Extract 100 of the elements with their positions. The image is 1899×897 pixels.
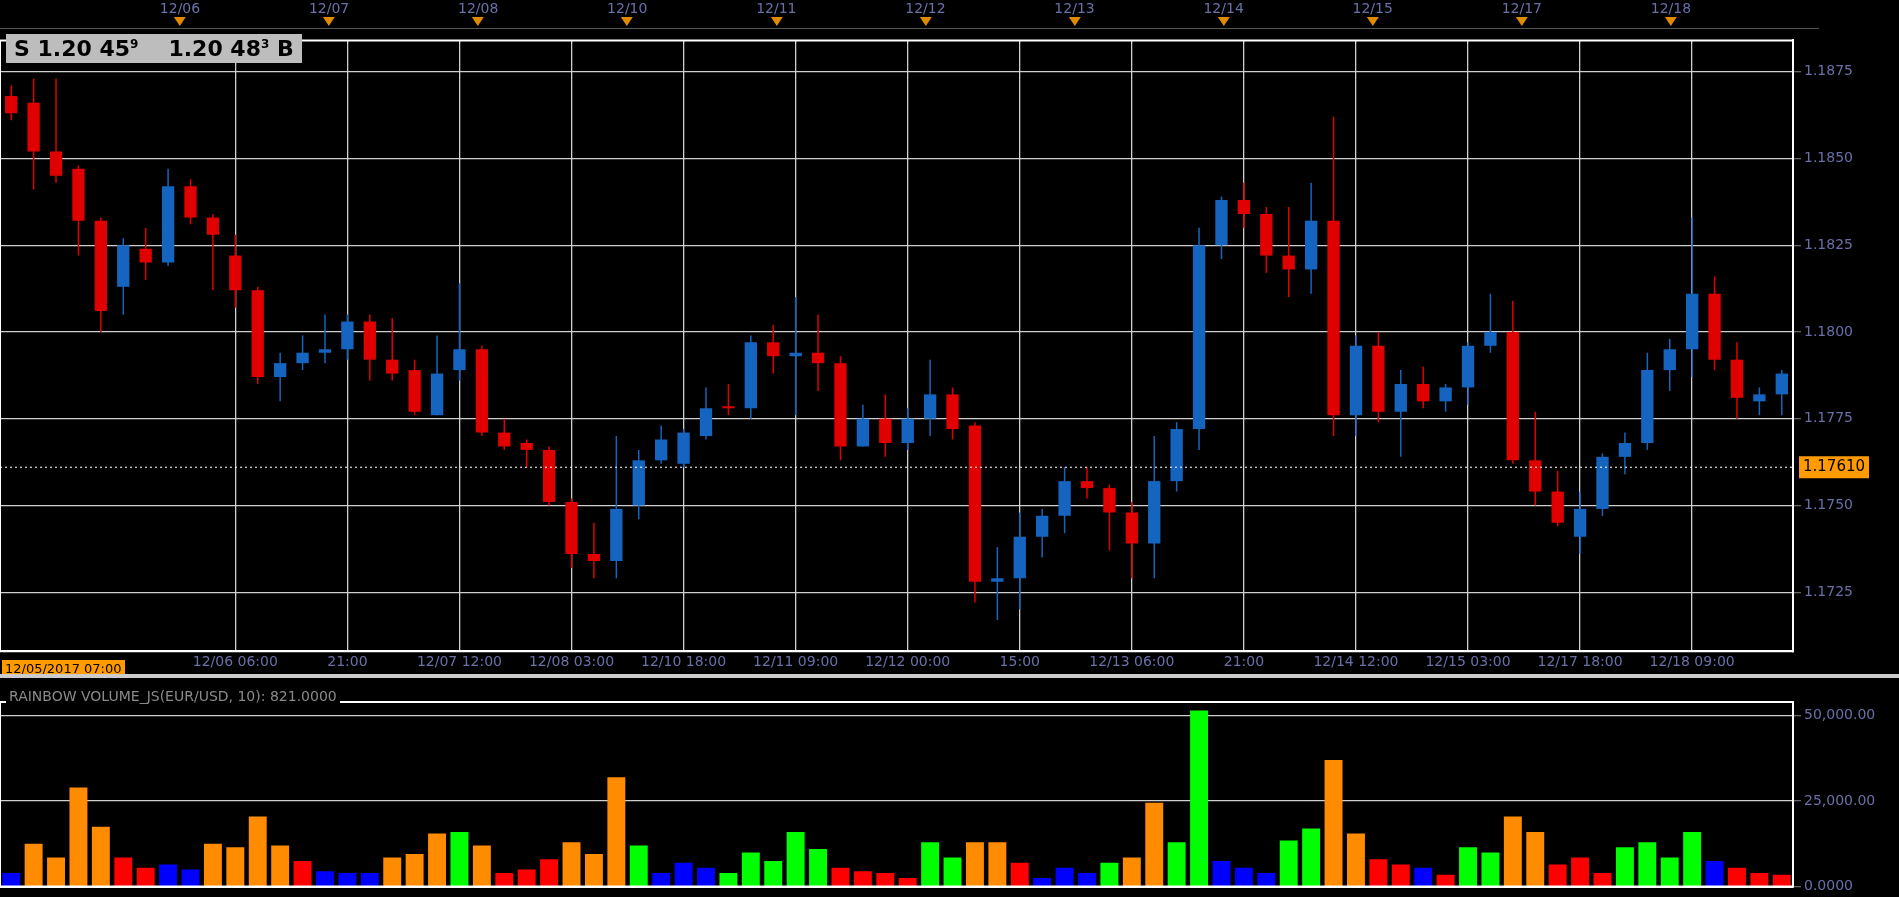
- x-tick-label: 12/10 18:00: [641, 653, 727, 670]
- bar: [1324, 760, 1343, 886]
- candlestick: [767, 324, 780, 375]
- bar: [203, 843, 222, 886]
- x-tick-label: 12/07 12:00: [416, 653, 503, 670]
- bar: [450, 831, 469, 886]
- y-tick-label: 25,000.00: [1804, 791, 1876, 808]
- bar: [226, 847, 245, 886]
- bar: [697, 867, 715, 886]
- bar: [293, 860, 312, 886]
- bar: [965, 842, 984, 886]
- bar: [1436, 874, 1455, 886]
- bar: [1414, 867, 1433, 886]
- text: 12/15: [1352, 0, 1393, 16]
- bar: [1257, 872, 1276, 886]
- bar: [248, 816, 267, 886]
- bar: [69, 787, 88, 886]
- chart-title: RAINBOW VOLUME_JS(EUR/USD, 10): 821.0000: [6, 688, 340, 704]
- candlestick: [1753, 386, 1766, 416]
- text: 12/12: [905, 0, 946, 16]
- bar: [1660, 857, 1679, 886]
- x-tick-label: 12/11 09:00: [753, 653, 839, 670]
- bar: [1010, 862, 1029, 886]
- candlestick: [1484, 292, 1497, 354]
- bar: [719, 872, 738, 886]
- bar: [674, 862, 693, 886]
- y-tick-label: 0.0000: [1804, 877, 1853, 894]
- y-tick-label: 1.1850: [1804, 149, 1853, 166]
- bar: [562, 842, 581, 886]
- bar: [159, 864, 178, 886]
- y-tick-label: 1.1875: [1804, 62, 1853, 79]
- bar: [472, 845, 491, 886]
- y-tick-label: 1.1750: [1804, 496, 1853, 513]
- candlestick: [655, 424, 668, 465]
- candlestick: [1080, 466, 1094, 500]
- bar: [629, 845, 648, 886]
- bar: [136, 867, 155, 886]
- bar: [876, 872, 895, 886]
- text: 12/13: [1054, 0, 1095, 16]
- candlestick: [206, 213, 220, 292]
- bar: [1212, 860, 1231, 886]
- candlestick: [1618, 431, 1632, 475]
- bar: [764, 860, 783, 886]
- bar: [1548, 864, 1567, 886]
- candlestick: [991, 546, 1004, 621]
- bar: [607, 777, 626, 886]
- candlestick: [1417, 365, 1430, 410]
- bar: [1571, 857, 1590, 886]
- bar: [1346, 833, 1365, 886]
- bar: [1234, 867, 1253, 886]
- bar: [1279, 840, 1298, 886]
- x-tick-label: 15:00: [999, 653, 1040, 670]
- text: 12/05/2017 07:00: [2, 660, 125, 678]
- candlestick: [722, 383, 735, 416]
- bar: [943, 857, 962, 886]
- y-tick-label: 50,000.00: [1804, 706, 1876, 723]
- bar: [316, 871, 334, 886]
- bar: [1055, 867, 1074, 886]
- text: 12/08: [457, 0, 499, 16]
- candlestick: [1775, 369, 1788, 416]
- candlestick: [1282, 206, 1295, 298]
- candlestick: [1036, 508, 1049, 559]
- bar: [338, 872, 357, 886]
- y-tick-label: 1.1800: [1804, 322, 1853, 339]
- bar: [1302, 828, 1321, 886]
- bar: [271, 845, 290, 886]
- candlestick: [1237, 181, 1251, 229]
- bar: [584, 854, 603, 886]
- bar: [1772, 874, 1791, 886]
- bar: [114, 857, 133, 886]
- bar: [517, 869, 536, 886]
- bar: [898, 878, 917, 886]
- bar: [1638, 842, 1657, 886]
- bar: [428, 833, 447, 886]
- bar: [2, 872, 21, 886]
- bar: [1459, 847, 1477, 886]
- candlestick: [1663, 338, 1676, 392]
- text: 12/11: [756, 0, 797, 16]
- x-tick-label: 12/18 09:00: [1649, 653, 1735, 670]
- bar: [91, 826, 110, 886]
- bar: [1033, 878, 1052, 886]
- bar: [853, 871, 872, 886]
- candlestick: [453, 282, 466, 382]
- bar: [360, 872, 379, 886]
- candlestick: [789, 296, 802, 416]
- bar: [1503, 816, 1522, 886]
- y-tick-label: 1.1775: [1804, 409, 1853, 426]
- x-tick-label: 21:00: [1223, 653, 1265, 670]
- candlestick: [273, 351, 287, 403]
- bar: [1683, 831, 1702, 886]
- bar: [652, 872, 671, 886]
- bar: [921, 842, 940, 886]
- text: 12/14: [1203, 0, 1244, 16]
- bar: [1481, 852, 1500, 886]
- bar: [1145, 802, 1164, 886]
- text: 12/06: [159, 0, 201, 16]
- candlestick: [139, 227, 152, 281]
- x-tick-label: 12/13 06:00: [1089, 653, 1175, 670]
- candlestick: [520, 438, 533, 469]
- x-tick-label: 12/12 00:00: [865, 653, 951, 670]
